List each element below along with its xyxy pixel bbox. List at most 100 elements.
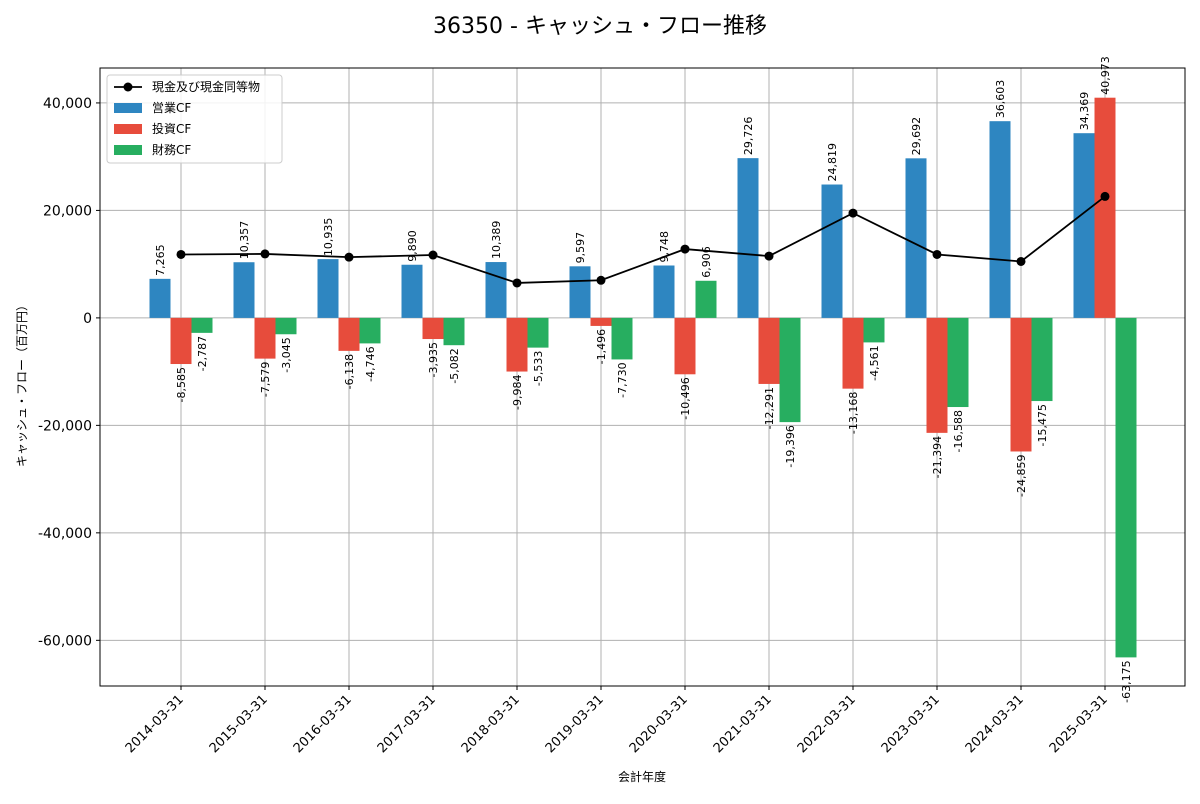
bar-financing — [947, 317, 969, 408]
bar-investing — [506, 317, 528, 372]
bar-value-label: -8,585 — [175, 367, 188, 402]
bar-operating — [317, 259, 339, 318]
bar-operating — [905, 158, 927, 318]
cash-line-point — [680, 244, 690, 254]
bar-investing — [170, 317, 192, 365]
cash-line-point — [176, 249, 186, 259]
cash-line-point — [1016, 256, 1026, 266]
bar-value-label: -7,579 — [259, 362, 272, 397]
bar-operating — [149, 278, 171, 318]
legend-bar-swatch — [114, 145, 142, 155]
bar-operating — [737, 158, 759, 318]
legend-label: 現金及び現金同等物 — [152, 79, 260, 94]
bar-financing — [779, 317, 801, 423]
x-tick-label: 2015-03-31 — [207, 692, 271, 756]
bar-value-label: -63,175 — [1120, 660, 1133, 702]
x-tick-label: 2024-03-31 — [963, 692, 1027, 756]
bar-value-label: -6,138 — [343, 354, 356, 389]
bar-value-label: 7,265 — [154, 244, 167, 276]
x-tick-label: 2025-03-31 — [1047, 692, 1111, 756]
bar-financing — [527, 317, 549, 348]
y-tick-label: -60,000 — [38, 633, 92, 649]
x-tick-label: 2020-03-31 — [627, 692, 691, 756]
bar-value-label: -3,935 — [427, 342, 440, 377]
cash-line-point — [848, 208, 858, 218]
x-tick-label: 2022-03-31 — [795, 692, 859, 756]
bar-value-label: 40,973 — [1099, 56, 1112, 95]
bar-value-label: 10,357 — [238, 221, 251, 260]
bar-value-label: 34,369 — [1078, 92, 1091, 131]
bar-value-label: -15,475 — [1036, 404, 1049, 446]
bar-value-label: -9,984 — [511, 375, 524, 410]
bar-value-label: 10,389 — [490, 221, 503, 260]
bar-value-label: -16,588 — [952, 410, 965, 452]
bar-investing — [422, 317, 444, 340]
bar-operating — [569, 266, 591, 318]
bar-financing — [611, 317, 633, 360]
plot-frame — [99, 67, 1186, 687]
legend-label: 財務CF — [152, 142, 191, 157]
x-tick-label: 2021-03-31 — [711, 692, 775, 756]
bar-investing — [842, 317, 864, 389]
bar-value-label: -4,746 — [364, 346, 377, 381]
legend-label: 投資CF — [152, 121, 191, 136]
bar-value-label: -19,396 — [784, 425, 797, 467]
bar-investing — [758, 317, 780, 384]
legend-bar-swatch — [114, 103, 142, 113]
cash-line-path — [180, 195, 1106, 284]
bar-value-label: 6,906 — [700, 246, 713, 278]
bar-financing — [695, 280, 717, 318]
y-tick-label: 0 — [83, 311, 92, 327]
bar-operating — [485, 262, 507, 318]
x-tick-label: 2018-03-31 — [459, 692, 523, 756]
legend-label: 営業CF — [152, 101, 191, 115]
x-axis-label: 会計年度 — [618, 769, 666, 784]
cash-line-point — [260, 249, 270, 259]
x-tick-label: 2017-03-31 — [375, 692, 439, 756]
bar-value-label: 9,748 — [658, 231, 671, 263]
bar-financing — [191, 317, 213, 333]
cash-line-point — [764, 251, 774, 261]
legend-box — [106, 74, 283, 164]
x-tick-label: 2019-03-31 — [543, 692, 607, 756]
bar-value-label: -5,533 — [532, 351, 545, 386]
y-tick-label: 40,000 — [43, 96, 92, 112]
bar-value-label: -1,496 — [595, 329, 608, 364]
bar-value-label: -4,561 — [868, 345, 881, 380]
bar-value-label: -7,730 — [616, 362, 629, 397]
bar-investing — [1094, 97, 1116, 318]
bar-value-label: 29,726 — [742, 117, 755, 156]
bar-financing — [1115, 317, 1137, 658]
bar-operating — [989, 121, 1011, 318]
y-tick-label: -20,000 — [38, 418, 92, 434]
bar-operating — [1073, 133, 1095, 318]
bars — [149, 97, 1137, 658]
bar-value-label: 9,890 — [406, 230, 419, 262]
bar-value-label: -13,168 — [847, 392, 860, 434]
bar-value-label: -3,045 — [280, 337, 293, 372]
cash-line-point — [428, 250, 438, 260]
x-tick-label: 2016-03-31 — [291, 692, 355, 756]
bar-value-label: -24,859 — [1015, 454, 1028, 496]
bar-value-label: 10,935 — [322, 218, 335, 257]
bar-investing — [674, 317, 696, 375]
bar-value-label: -2,787 — [196, 336, 209, 371]
bar-value-label: 24,819 — [826, 143, 839, 182]
x-tick-label: 2014-03-31 — [123, 692, 187, 756]
legend-marker — [123, 82, 133, 92]
bar-value-label: 36,603 — [994, 80, 1007, 119]
bar-value-label: -12,291 — [763, 387, 776, 429]
bar-operating — [401, 264, 423, 318]
cash-line-point — [596, 275, 606, 285]
bar-financing — [275, 317, 297, 335]
bar-investing — [1010, 317, 1032, 452]
y-axis-label: キャッシュ・フロー（百万円） — [15, 299, 29, 467]
bar-investing — [590, 317, 612, 326]
bar-operating — [653, 265, 675, 318]
bar-value-label: 9,597 — [574, 232, 587, 264]
cash-line-point — [932, 249, 942, 259]
legend-bar-swatch — [114, 124, 142, 134]
